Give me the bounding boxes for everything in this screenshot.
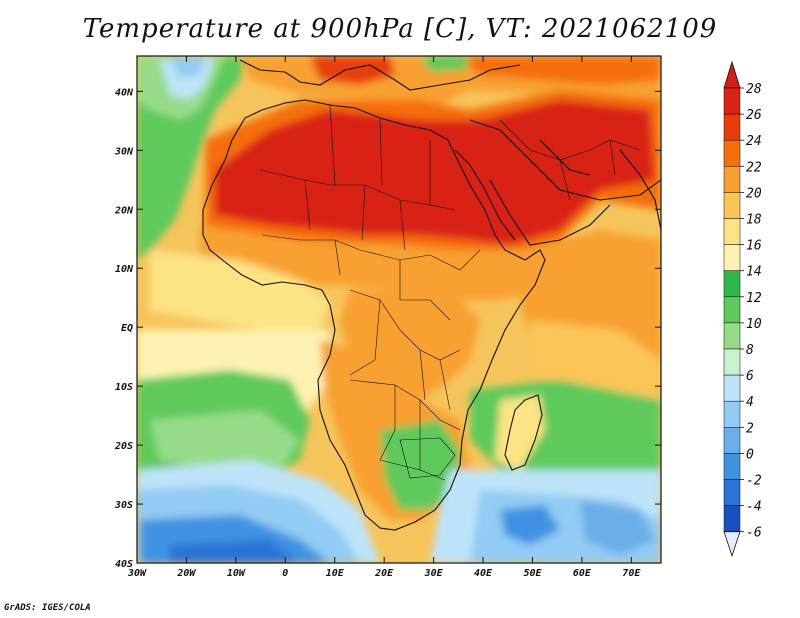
- credit-label: GrADS: IGES/COLA: [4, 603, 91, 613]
- south-atlantic-deepest: [170, 540, 300, 563]
- colorbar-label: 28: [746, 82, 762, 97]
- x-tick-label: 30E: [424, 568, 444, 579]
- colorbar-segment: [723, 453, 741, 480]
- colorbar-segment: [723, 113, 741, 141]
- colorbar-segment: [723, 87, 741, 115]
- x-axis: 30W 20W 10W 0 10E 20E 30E 40E 50E 60E 70E: [127, 56, 641, 579]
- plot-frame: [136, 55, 662, 564]
- coastlines: [202, 59, 661, 531]
- colorbar-segment: [723, 374, 741, 402]
- x-tick-label: 50E: [523, 568, 542, 579]
- ocean-cyan-north: [160, 58, 215, 100]
- colorbar-label: 0: [746, 447, 754, 462]
- colorbar-bottom-arrow: [723, 531, 741, 557]
- y-tick-label: 10S: [115, 382, 133, 393]
- south-indian-deep: [500, 505, 560, 545]
- y-tick-label: 40S: [115, 559, 133, 570]
- colorbar-label: 2: [746, 421, 754, 436]
- colorbar-label: -6: [746, 526, 762, 541]
- x-tick-label: 20E: [374, 568, 394, 579]
- colorbar-segment: [723, 400, 741, 428]
- arabia-coastline: [469, 119, 661, 246]
- colorbar-segment: [723, 192, 741, 219]
- temperature-field: [137, 56, 661, 563]
- colorbar-label: 8: [746, 343, 754, 358]
- colorbar-label: 18: [746, 213, 762, 228]
- colorbar-label: -4: [746, 500, 762, 515]
- y-tick-label: 30S: [114, 500, 133, 511]
- madagascar-coastline: [504, 394, 543, 471]
- colorbar-label: 16: [746, 239, 762, 254]
- colorbar-segment: [723, 166, 741, 193]
- y-axis: 40N 30N 20N 10N EQ 10S 20S 30S 40S: [114, 87, 661, 570]
- india-coast: [619, 149, 661, 231]
- colorbar-label: 24: [746, 134, 762, 149]
- colorbar-segment: [723, 270, 741, 298]
- x-tick-label: 20W: [176, 568, 196, 579]
- madagascar-field: [495, 395, 545, 470]
- colorbar-segment: [723, 322, 741, 350]
- colorbar-label: 10: [746, 317, 762, 332]
- colorbar-label: 20: [746, 186, 762, 201]
- persian-gulf: [539, 139, 591, 176]
- colorbar-label: 22: [746, 160, 762, 175]
- colorbar-segment: [723, 479, 741, 506]
- x-tick-label: 40E: [474, 568, 493, 579]
- ocean-blue-north: [170, 58, 205, 78]
- south-indian-deep-2: [580, 500, 655, 555]
- chart-title: Temperature at 900hPa [C], VT: 202106210…: [82, 14, 718, 44]
- colorbar-label: 26: [746, 108, 762, 123]
- y-tick-label: 20S: [114, 441, 133, 452]
- x-tick-label: 30W: [127, 568, 147, 579]
- colorbar-label: 6: [746, 369, 754, 384]
- europe-green: [420, 56, 470, 72]
- y-tick-label: EQ: [121, 323, 133, 334]
- x-tick-label: 0: [282, 568, 288, 579]
- colorbar-segment: [723, 139, 741, 167]
- colorbar-segment: [723, 427, 741, 454]
- south-atlantic-pale: [150, 410, 300, 470]
- country-borders: [259, 104, 641, 481]
- y-tick-label: 10N: [115, 264, 134, 275]
- y-tick-label: 40N: [115, 87, 134, 98]
- colorbar-label: 14: [746, 265, 762, 280]
- colorbar-label: -2: [746, 474, 762, 489]
- africa-coastline: [202, 99, 546, 531]
- colorbar-segment: [723, 296, 741, 324]
- west-africa-warm: [150, 250, 330, 330]
- colorbar-label: 4: [746, 395, 754, 410]
- colorbar-segment: [723, 505, 741, 532]
- x-tick-label: 10E: [326, 568, 345, 579]
- colorbar-segment: [723, 348, 741, 376]
- colorbar-top-arrow: [723, 60, 741, 89]
- x-tick-label: 60E: [573, 568, 592, 579]
- eurasia-hot: [460, 56, 661, 85]
- y-tick-label: 30N: [114, 146, 134, 157]
- sahara-red: [215, 100, 655, 245]
- red-sea: [454, 149, 516, 241]
- indian-ocean-light: [530, 320, 661, 400]
- x-tick-label: 70E: [622, 568, 641, 579]
- colorbar-segment: [723, 218, 741, 245]
- europe-coastline: [239, 59, 521, 91]
- colorbar-segment: [723, 244, 741, 271]
- colorbar-label: 12: [746, 291, 762, 306]
- y-tick-label: 20N: [114, 205, 134, 216]
- x-tick-label: 10W: [227, 568, 246, 579]
